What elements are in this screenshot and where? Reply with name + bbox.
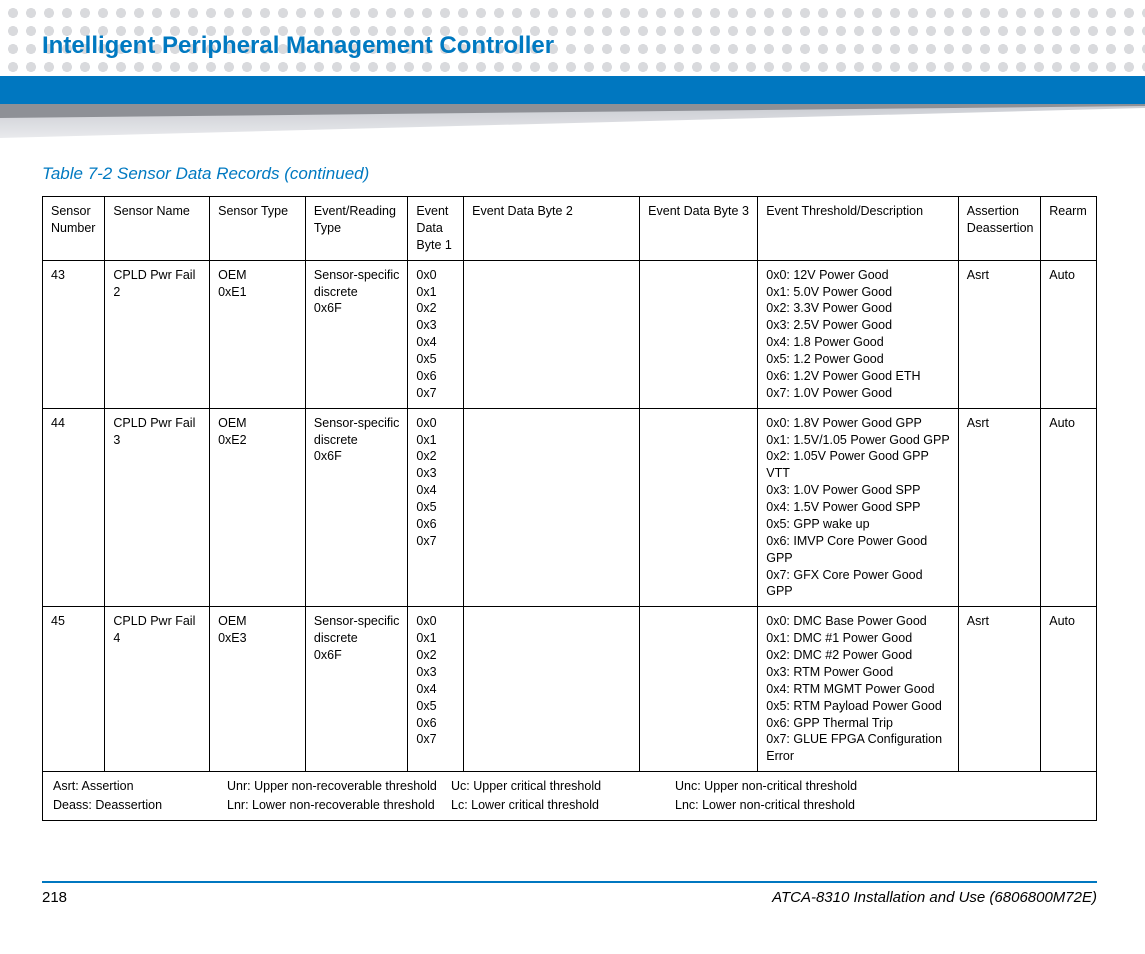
cell-sensor-type: OEM 0xE1 bbox=[210, 260, 306, 408]
header-wedge-decoration bbox=[0, 104, 1145, 138]
table-header-row: Sensor NumberSensor NameSensor TypeEvent… bbox=[43, 197, 1097, 261]
cell-event-reading-type: Sensor-specific discrete 0x6F bbox=[305, 408, 408, 607]
legend-lnc: Lnc: Lower non-critical threshold bbox=[675, 797, 1086, 814]
footer-rule bbox=[42, 881, 1097, 883]
cell-event-data-byte1: 0x0 0x1 0x2 0x3 0x4 0x5 0x6 0x7 bbox=[408, 408, 464, 607]
cell-assertion-deassertion: Asrt bbox=[958, 260, 1040, 408]
content: Table 7-2 Sensor Data Records (continued… bbox=[0, 138, 1145, 821]
cell-sensor-name: CPLD Pwr Fail 3 bbox=[105, 408, 210, 607]
cell-sensor-name: CPLD Pwr Fail 4 bbox=[105, 607, 210, 772]
cell-rearm: Auto bbox=[1041, 260, 1097, 408]
cell-event-data-byte2 bbox=[464, 607, 640, 772]
table-header-cell: Event Data Byte 1 bbox=[408, 197, 464, 261]
legend-asrt: Asrt: Assertion bbox=[53, 778, 223, 795]
section-title: Intelligent Peripheral Management Contro… bbox=[42, 32, 1145, 60]
table-header-cell: Event Threshold/Description bbox=[758, 197, 959, 261]
footer: 218 ATCA-8310 Installation and Use (6806… bbox=[0, 889, 1145, 906]
legend-uc: Uc: Upper critical threshold bbox=[451, 778, 671, 795]
footer-doc-title: ATCA-8310 Installation and Use (6806800M… bbox=[772, 889, 1097, 906]
legend-unc: Unc: Upper non-critical threshold bbox=[675, 778, 1086, 795]
page: Intelligent Peripheral Management Contro… bbox=[0, 0, 1145, 954]
cell-sensor-number: 45 bbox=[43, 607, 105, 772]
cell-rearm: Auto bbox=[1041, 607, 1097, 772]
table-header-cell: Event/Reading Type bbox=[305, 197, 408, 261]
legend-lnr: Lnr: Lower non-recoverable threshold bbox=[227, 797, 447, 814]
cell-event-reading-type: Sensor-specific discrete 0x6F bbox=[305, 607, 408, 772]
cell-threshold-description: 0x0: 12V Power Good 0x1: 5.0V Power Good… bbox=[758, 260, 959, 408]
header: Intelligent Peripheral Management Contro… bbox=[0, 0, 1145, 68]
table-header-cell: Sensor Type bbox=[210, 197, 306, 261]
table-row: 44CPLD Pwr Fail 3OEM 0xE2Sensor-specific… bbox=[43, 408, 1097, 607]
cell-sensor-number: 43 bbox=[43, 260, 105, 408]
legend-unr: Unr: Upper non-recoverable threshold bbox=[227, 778, 447, 795]
table-header-cell: Event Data Byte 3 bbox=[640, 197, 758, 261]
cell-assertion-deassertion: Asrt bbox=[958, 607, 1040, 772]
table-header-cell: Event Data Byte 2 bbox=[464, 197, 640, 261]
legend-lc: Lc: Lower critical threshold bbox=[451, 797, 671, 814]
table-row: 43CPLD Pwr Fail 2OEM 0xE1Sensor-specific… bbox=[43, 260, 1097, 408]
cell-threshold-description: 0x0: DMC Base Power Good 0x1: DMC #1 Pow… bbox=[758, 607, 959, 772]
cell-event-data-byte2 bbox=[464, 260, 640, 408]
table-row: 45CPLD Pwr Fail 4OEM 0xE3Sensor-specific… bbox=[43, 607, 1097, 772]
cell-sensor-number: 44 bbox=[43, 408, 105, 607]
cell-event-data-byte2 bbox=[464, 408, 640, 607]
table-caption: Table 7-2 Sensor Data Records (continued… bbox=[42, 164, 1097, 184]
cell-sensor-name: CPLD Pwr Fail 2 bbox=[105, 260, 210, 408]
table-header-cell: Sensor Number bbox=[43, 197, 105, 261]
cell-event-data-byte3 bbox=[640, 607, 758, 772]
cell-sensor-type: OEM 0xE3 bbox=[210, 607, 306, 772]
cell-assertion-deassertion: Asrt bbox=[958, 408, 1040, 607]
legend: Asrt: Assertion Unr: Upper non-recoverab… bbox=[53, 778, 1086, 814]
cell-rearm: Auto bbox=[1041, 408, 1097, 607]
sensor-data-table: Sensor NumberSensor NameSensor TypeEvent… bbox=[42, 196, 1097, 821]
table-header-cell: Sensor Name bbox=[105, 197, 210, 261]
table-header-cell: Rearm bbox=[1041, 197, 1097, 261]
cell-event-reading-type: Sensor-specific discrete 0x6F bbox=[305, 260, 408, 408]
legend-deass: Deass: Deassertion bbox=[53, 797, 223, 814]
table-header-cell: Assertion Deassertion bbox=[958, 197, 1040, 261]
cell-event-data-byte1: 0x0 0x1 0x2 0x3 0x4 0x5 0x6 0x7 bbox=[408, 260, 464, 408]
cell-threshold-description: 0x0: 1.8V Power Good GPP 0x1: 1.5V/1.05 … bbox=[758, 408, 959, 607]
cell-event-data-byte3 bbox=[640, 408, 758, 607]
header-blue-bar bbox=[0, 76, 1145, 106]
page-number: 218 bbox=[42, 889, 67, 906]
cell-event-data-byte3 bbox=[640, 260, 758, 408]
table-legend-row: Asrt: Assertion Unr: Upper non-recoverab… bbox=[43, 772, 1097, 821]
cell-event-data-byte1: 0x0 0x1 0x2 0x3 0x4 0x5 0x6 0x7 bbox=[408, 607, 464, 772]
cell-sensor-type: OEM 0xE2 bbox=[210, 408, 306, 607]
